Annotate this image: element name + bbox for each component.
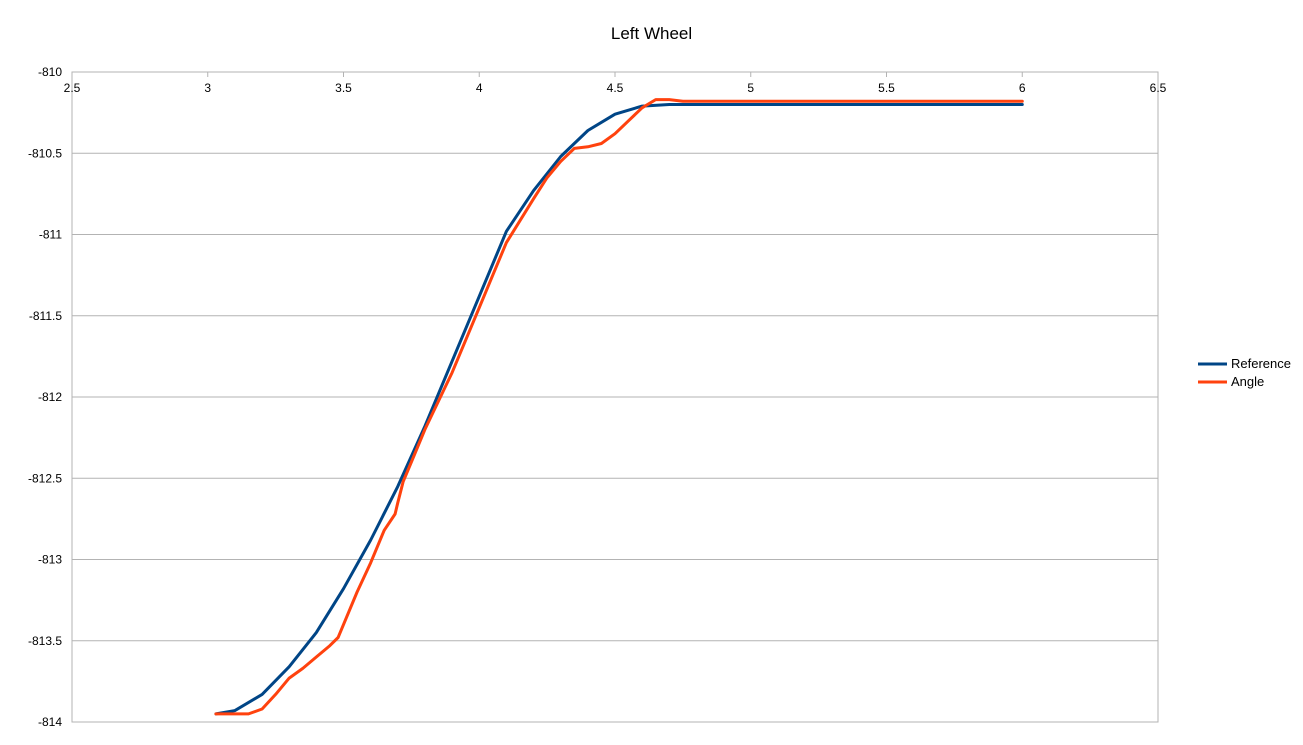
x-tick-label: 4 — [476, 81, 483, 95]
series-line-angle — [214, 98, 1024, 716]
x-tick-label: 3 — [204, 81, 211, 95]
gridlines — [71, 71, 1159, 723]
legend-label-angle: Angle — [1231, 374, 1264, 389]
y-tick-label: -813.5 — [28, 634, 62, 648]
y-tick-label: -812.5 — [28, 471, 62, 485]
y-tick-label: -812 — [38, 390, 62, 404]
legend: Reference Angle — [1198, 356, 1291, 389]
series-line-reference — [214, 103, 1024, 716]
y-tick-label: -811.5 — [29, 309, 62, 323]
axes: -810 -810.5 -811 -811.5 -812 -812.5 -813 -813.5… — [28, 65, 1167, 729]
x-tick-label: 6.5 — [1150, 81, 1167, 95]
x-tick-label: 3.5 — [335, 81, 352, 95]
x-tick-label: 5 — [747, 81, 754, 95]
y-tick-label: -810 — [38, 65, 62, 79]
x-tick-label: 5.5 — [878, 81, 895, 95]
y-tick-label: -810.5 — [28, 146, 62, 160]
y-tick-label: -813 — [38, 553, 62, 567]
x-tick-label: 6 — [1019, 81, 1026, 95]
y-tick-label: -814 — [38, 715, 62, 729]
series-lines — [214, 98, 1024, 716]
x-tick-label: 4.5 — [607, 81, 624, 95]
chart-title: Left Wheel — [610, 24, 693, 43]
legend-label-reference: Reference — [1231, 356, 1291, 371]
y-tick-label: -811 — [39, 228, 62, 242]
x-tick-label: 2.5 — [64, 81, 81, 95]
